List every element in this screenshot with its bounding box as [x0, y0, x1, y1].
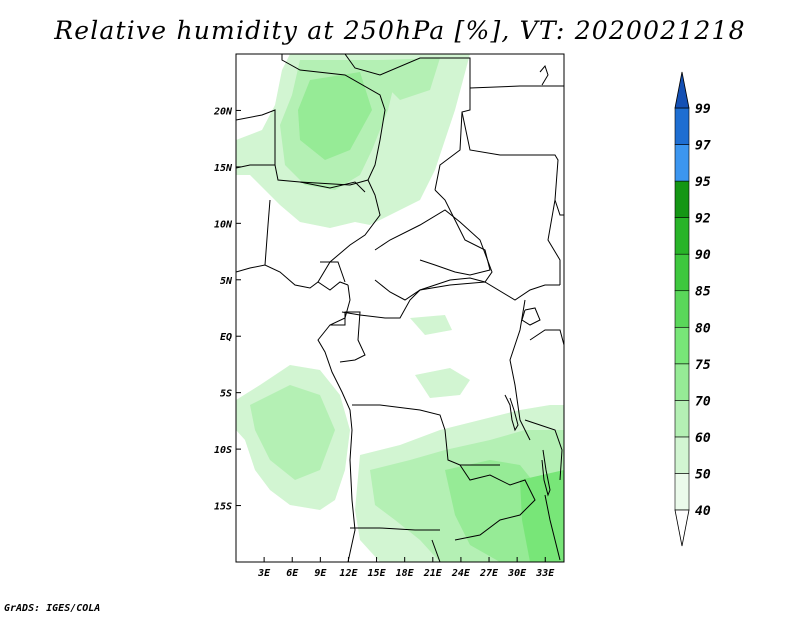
border-zambia — [454, 464, 536, 541]
colorbar: 40 50 60 70 75 80 85 90 92 95 97 99 — [674, 71, 711, 547]
y-tick-label: 15S — [214, 502, 232, 513]
lake-malawi — [541, 449, 551, 497]
humidity-region-angola-core — [250, 385, 335, 480]
x-tick-label: 21E — [423, 568, 443, 579]
coastline-red-sea — [539, 64, 549, 86]
border-car — [374, 209, 493, 301]
lake-victoria — [521, 307, 541, 326]
colorbar-segment — [674, 290, 690, 328]
border-nigeria-niger — [299, 179, 381, 283]
x-tick-label: 9E — [314, 568, 327, 579]
colorbar-label: 85 — [695, 285, 711, 300]
colorbar-label: 92 — [695, 212, 711, 227]
colorbar-label: 90 — [695, 248, 711, 263]
x-tick-label: 27E — [479, 568, 499, 579]
colorbar-segment — [674, 363, 690, 401]
y-tick-label: 20N — [213, 106, 233, 117]
humidity-region-congo — [415, 368, 470, 398]
humidity-shading — [236, 54, 564, 562]
colorbar-segment — [674, 326, 690, 365]
border-drc-east — [509, 299, 531, 441]
coastline-central — [317, 284, 356, 562]
colorbar-segment — [674, 144, 690, 182]
colorbar-segment — [674, 217, 690, 255]
humidity-region-gabon — [410, 315, 452, 335]
colorbar-segment — [674, 436, 690, 474]
colorbar-label: 80 — [695, 321, 711, 336]
coastline-west-africa — [236, 264, 349, 291]
y-tick-label: 10N — [214, 219, 233, 230]
y-tick-label: 15N — [214, 163, 233, 174]
border-angola-namibia — [350, 527, 440, 531]
border-libya-egypt — [469, 85, 564, 89]
colorbar-label: 60 — [695, 431, 711, 446]
border-drc-angola — [352, 404, 500, 466]
border-congo-drc — [341, 281, 560, 319]
colorbar-label: 75 — [695, 358, 711, 373]
x-tick-label: 12E — [339, 568, 358, 579]
map-frame — [235, 53, 565, 563]
y-tick-label: 10S — [214, 445, 232, 456]
border-mauritania-mali — [236, 109, 276, 169]
x-tick-label: 15E — [368, 568, 387, 579]
x-tick-label: 18E — [396, 568, 415, 579]
border-sudan — [461, 111, 561, 285]
border-gabon — [330, 311, 366, 363]
y-axis-ticks: 20N 15N 10N 5N EQ 5S 10S 15S — [213, 106, 241, 513]
colorbar-segment — [674, 253, 690, 292]
x-tick-label: 6E — [286, 568, 299, 579]
x-tick-label: 24E — [451, 568, 471, 579]
x-tick-label: 33E — [535, 568, 555, 579]
border-burkina-ghana — [264, 199, 271, 266]
colorbar-label: 70 — [695, 394, 711, 409]
border-ethiopia — [554, 199, 564, 216]
border-tanzania — [524, 419, 563, 481]
footer-credit: GrADS: IGES/COLA — [4, 603, 101, 614]
colorbar-label: 97 — [695, 139, 711, 154]
x-axis-ticks: 3E 6E 9E 12E 15E 18E 21E 24E 27E 30E 33E — [257, 557, 555, 579]
map-title: Relative humidity at 250hPa [%], VT: 202… — [54, 16, 746, 45]
humidity-region-sahel-peak — [298, 72, 372, 160]
country-borders — [236, 54, 564, 562]
lake-tanganyika — [504, 394, 519, 432]
border-uganda-kenya — [529, 329, 564, 346]
x-tick-label: 3E — [257, 568, 271, 579]
border-chad — [419, 189, 491, 276]
colorbar-bottom-arrow — [674, 509, 690, 547]
colorbar-segment — [674, 107, 690, 145]
x-tick-label: 30E — [507, 568, 527, 579]
colorbar-segment — [674, 400, 690, 438]
colorbar-label: 95 — [695, 175, 711, 190]
colorbar-segment — [674, 180, 690, 218]
y-tick-label: 5S — [220, 389, 232, 400]
border-mozambique — [544, 494, 561, 561]
y-tick-label: 5N — [220, 276, 233, 287]
colorbar-segment — [674, 473, 690, 511]
colorbar-label: 50 — [695, 467, 711, 482]
border-namibia-botswana — [431, 539, 441, 562]
colorbar-label: 99 — [695, 102, 711, 117]
colorbar-top-arrow — [674, 71, 690, 109]
y-tick-label: EQ — [220, 332, 232, 343]
border-cameroon — [320, 261, 346, 283]
border-niger-libya — [344, 54, 471, 191]
colorbar-label: 40 — [695, 504, 711, 519]
border-mali-algeria — [281, 54, 386, 181]
